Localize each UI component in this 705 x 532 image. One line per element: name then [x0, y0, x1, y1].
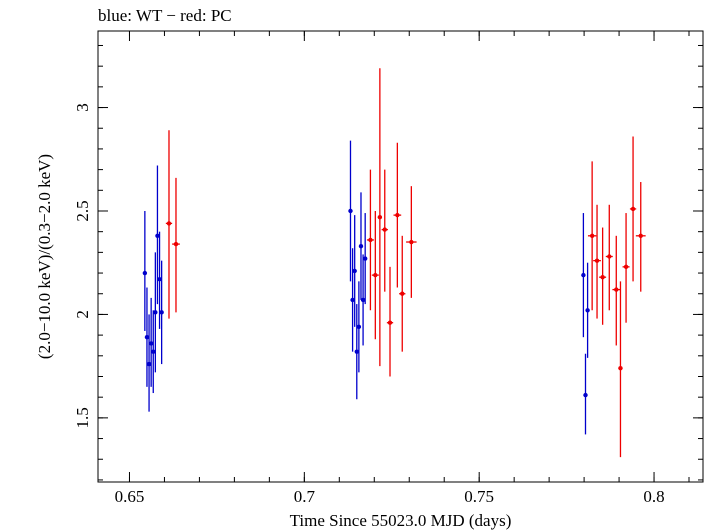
marker — [614, 287, 619, 292]
data-point — [151, 310, 156, 394]
y-tick-label: 2 — [73, 310, 92, 319]
data-point — [612, 235, 621, 346]
marker — [144, 334, 150, 340]
plot-frame — [97, 30, 704, 483]
data-point — [635, 182, 646, 292]
x-tick-label: 0.75 — [464, 487, 494, 506]
marker — [638, 233, 643, 239]
x-tick-label: 0.65 — [115, 487, 145, 506]
marker — [607, 254, 612, 259]
marker — [585, 308, 590, 313]
data-point — [406, 186, 417, 298]
marker — [166, 221, 172, 226]
data-point — [354, 304, 359, 400]
marker — [350, 297, 355, 303]
y-axis-label: (2.0−10.0 keV)/(0.3−2.0 keV) — [35, 154, 54, 359]
y-tick-label: 2.5 — [73, 200, 92, 221]
marker — [409, 239, 414, 245]
marker — [387, 320, 393, 325]
data-point — [153, 252, 158, 373]
y-tick-label: 1.5 — [73, 407, 92, 428]
x-tick-label: 0.8 — [643, 487, 664, 506]
data-point — [348, 140, 353, 282]
data-point — [165, 130, 173, 319]
x-tick-label: 0.7 — [294, 487, 316, 506]
marker — [146, 361, 152, 367]
marker — [400, 291, 405, 296]
marker — [377, 214, 383, 220]
data-point — [386, 266, 394, 377]
data-point — [356, 281, 362, 373]
axes: 0.65 0.7 0.75 0.8 1.5 2 2.5 3 — [73, 31, 703, 506]
marker — [373, 272, 378, 278]
data-point — [581, 213, 586, 338]
data-point — [622, 213, 630, 323]
marker — [155, 233, 160, 239]
data-point — [629, 136, 637, 282]
data-point — [393, 142, 402, 288]
data-point — [377, 68, 383, 367]
chart-title: blue: WT − red: PC — [98, 6, 232, 25]
data-point — [360, 254, 366, 346]
data-point — [159, 260, 164, 365]
marker — [157, 277, 162, 282]
data-point — [352, 215, 357, 327]
marker — [618, 366, 623, 371]
data-point — [148, 297, 154, 387]
marker — [362, 256, 368, 261]
marker — [358, 243, 364, 249]
marker — [382, 227, 387, 232]
marker — [354, 349, 359, 354]
marker — [356, 324, 362, 330]
marker — [360, 297, 366, 303]
marker — [352, 268, 357, 274]
data-point — [146, 314, 152, 412]
data-point — [142, 210, 148, 331]
y-tick-label: 3 — [73, 103, 92, 112]
data-point — [587, 161, 597, 311]
marker — [153, 310, 158, 315]
marker — [151, 349, 156, 354]
data-point — [605, 204, 613, 311]
data-point — [366, 169, 374, 311]
data-point — [358, 192, 364, 300]
data-point — [362, 213, 368, 305]
data-point — [599, 227, 607, 325]
data-point — [593, 204, 601, 319]
series-pc — [165, 68, 646, 458]
marker — [600, 274, 605, 280]
marker — [142, 270, 148, 276]
marker — [583, 392, 588, 398]
marker — [589, 233, 595, 239]
data-point — [172, 177, 180, 313]
data-point — [618, 281, 623, 458]
data-point — [399, 235, 406, 352]
data-point — [381, 169, 388, 292]
data-point — [350, 248, 355, 352]
marker — [348, 208, 353, 214]
marker — [148, 341, 154, 346]
marker — [623, 264, 629, 270]
series-wt — [142, 140, 590, 435]
data-point — [585, 262, 590, 358]
x-axis-label: Time Since 55023.0 MJD (days) — [290, 511, 512, 530]
marker — [395, 212, 400, 218]
marker — [368, 237, 373, 243]
marker — [594, 258, 600, 263]
data-point — [155, 165, 160, 305]
data-point — [371, 210, 379, 340]
marker — [173, 241, 179, 247]
marker — [159, 310, 164, 315]
data-point — [583, 353, 588, 435]
marker — [630, 206, 636, 212]
data-marks — [142, 68, 646, 458]
data-point — [144, 287, 150, 387]
marker — [581, 272, 586, 278]
